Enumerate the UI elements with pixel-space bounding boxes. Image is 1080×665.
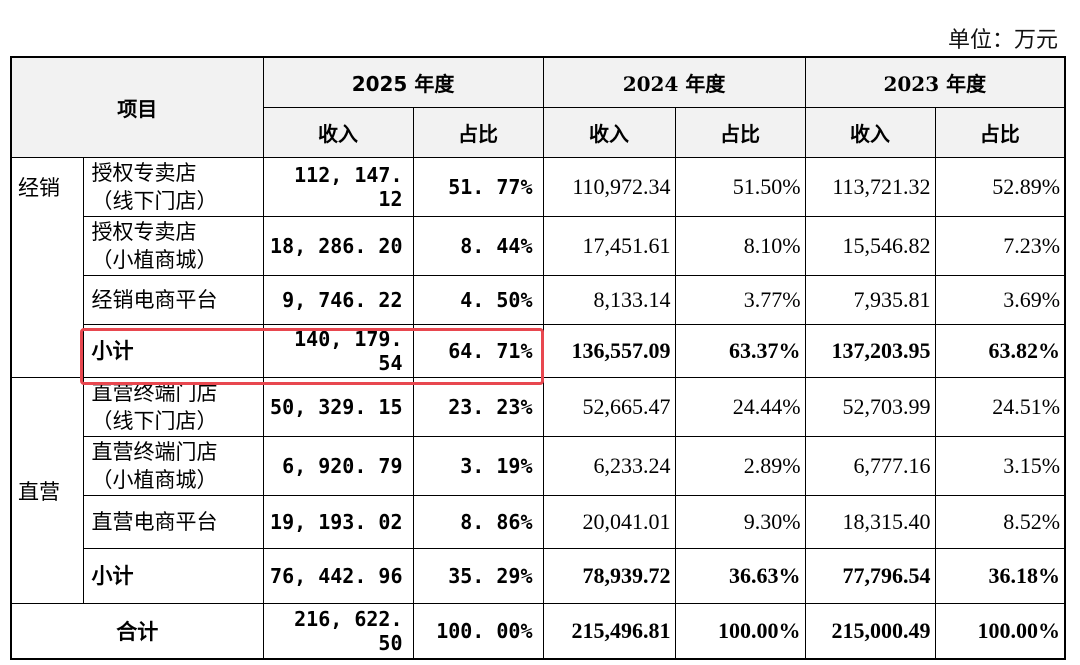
share-2025: 4. 50% [412,274,544,325]
table-row: 经销电商平台 9, 746. 22 4. 50% 8,133.14 3.77% … [11,274,1066,325]
share-2024: 8.10% [674,215,806,276]
revenue-2023: 113,721.32 [804,156,936,217]
share-2025: 23. 23% [412,376,544,438]
revenue-2024: 17,451.61 [542,215,676,276]
revenue-2025: 18, 286. 20 [262,215,414,276]
row-item: 直营终端门店 （小植商城） [82,436,264,497]
header-share: 占比 [934,106,1066,158]
revenue-2024: 110,972.34 [542,156,676,217]
share-2025: 100. 00% [412,603,544,660]
share-2024: 100.00% [674,603,806,660]
revenue-2023: 215,000.49 [804,603,936,660]
revenue-2024: 8,133.14 [542,274,676,325]
revenue-2024: 52,665.47 [542,376,676,438]
header-share: 占比 [674,106,806,158]
revenue-2023: 77,796.54 [804,548,936,605]
total-label: 合计 [10,603,264,660]
highlight-box [80,328,544,385]
category-distribution: 经销 [10,156,84,378]
row-item: 直营电商平台 [82,495,264,550]
row-item: 小计 [82,323,264,378]
table-row: 直营电商平台 19, 193. 02 8. 86% 20,041.01 9.30… [11,495,1066,550]
revenue-2024: 136,557.09 [542,323,676,378]
row-item: 授权专卖店 （线下门店） [82,156,264,217]
share-2023: 8.52% [934,495,1066,550]
share-2024: 3.77% [674,274,806,325]
share-2023: 36.18% [934,548,1066,605]
revenue-table: 项目 2025 年度 2024 年度 2023 年度 收入 占比 收入 占比 收… [10,56,1067,660]
table-row: 经销 授权专卖店 （线下门店） 112, 147. 12 51. 77% 110,… [10,156,1066,378]
revenue-2025: 19, 193. 02 [262,495,414,550]
header-item: 项目 [10,56,264,158]
share-2023: 24.51% [934,376,1066,438]
share-2023: 63.82% [934,323,1066,378]
revenue-2024: 6,233.24 [542,436,676,497]
revenue-2025: 6, 920. 79 [262,436,414,497]
table-row: 直营 直营终端门店 （线下门店） 50, 329. 15 23. 23% 52,6… [10,376,1066,605]
share-2024: 24.44% [674,376,806,438]
revenue-2023: 6,777.16 [804,436,936,497]
share-2024: 2.89% [674,436,806,497]
revenue-2025: 50, 329. 15 [262,376,414,438]
revenue-2024: 215,496.81 [542,603,676,660]
header-year-2024: 2024 年度 [542,56,806,108]
header-year-2025: 2025 年度 [262,56,544,108]
row-item: 直营终端门店 （线下门店） [82,376,264,438]
row-item: 授权专卖店 （小植商城） [82,215,264,276]
subtotal-row: 小计 140, 179. 54 64. 71% 136,557.09 63.37… [11,323,1066,378]
header-revenue: 收入 [542,106,676,158]
share-2023: 7.23% [934,215,1066,276]
table-row: 直营终端门店 （小植商城） 6, 920. 79 3. 19% 6,233.24 … [11,436,1066,497]
share-2025: 51. 77% [412,156,544,217]
header-share: 占比 [412,106,544,158]
revenue-2023: 137,203.95 [804,323,936,378]
share-2023: 100.00% [934,603,1066,660]
category-direct: 直营 [10,376,84,605]
table-row: 授权专卖店 （小植商城） 18, 286. 20 8. 44% 17,451.61… [11,215,1066,276]
share-2024: 63.37% [674,323,806,378]
revenue-2023: 52,703.99 [804,376,936,438]
revenue-2025: 76, 442. 96 [262,548,414,605]
share-2025: 8. 86% [412,495,544,550]
share-2023: 3.69% [934,274,1066,325]
revenue-2023: 7,935.81 [804,274,936,325]
revenue-2023: 18,315.40 [804,495,936,550]
header-year-2023: 2023 年度 [804,56,1066,108]
header-revenue: 收入 [804,106,936,158]
share-2024: 36.63% [674,548,806,605]
row-item: 经销电商平台 [82,274,264,325]
total-row: 合计 216, 622. 50 100. 00% 215,496.81 100.… [10,603,1066,660]
revenue-2025: 9, 746. 22 [262,274,414,325]
revenue-2024: 20,041.01 [542,495,676,550]
share-2023: 3.15% [934,436,1066,497]
revenue-2025: 112, 147. 12 [262,156,414,217]
header-revenue: 收入 [262,106,414,158]
share-2025: 35. 29% [412,548,544,605]
revenue-2023: 15,546.82 [804,215,936,276]
share-2024: 9.30% [674,495,806,550]
unit-label: 单位：万元 [947,28,1058,53]
share-2025: 3. 19% [412,436,544,497]
share-2024: 51.50% [674,156,806,217]
share-2023: 52.89% [934,156,1066,217]
revenue-2024: 78,939.72 [542,548,676,605]
share-2025: 8. 44% [412,215,544,276]
share-2025: 64. 71% [412,323,544,378]
subtotal-row: 小计 76, 442. 96 35. 29% 78,939.72 36.63% … [11,548,1066,605]
row-item: 小计 [82,548,264,605]
revenue-2025: 216, 622. 50 [262,603,414,660]
